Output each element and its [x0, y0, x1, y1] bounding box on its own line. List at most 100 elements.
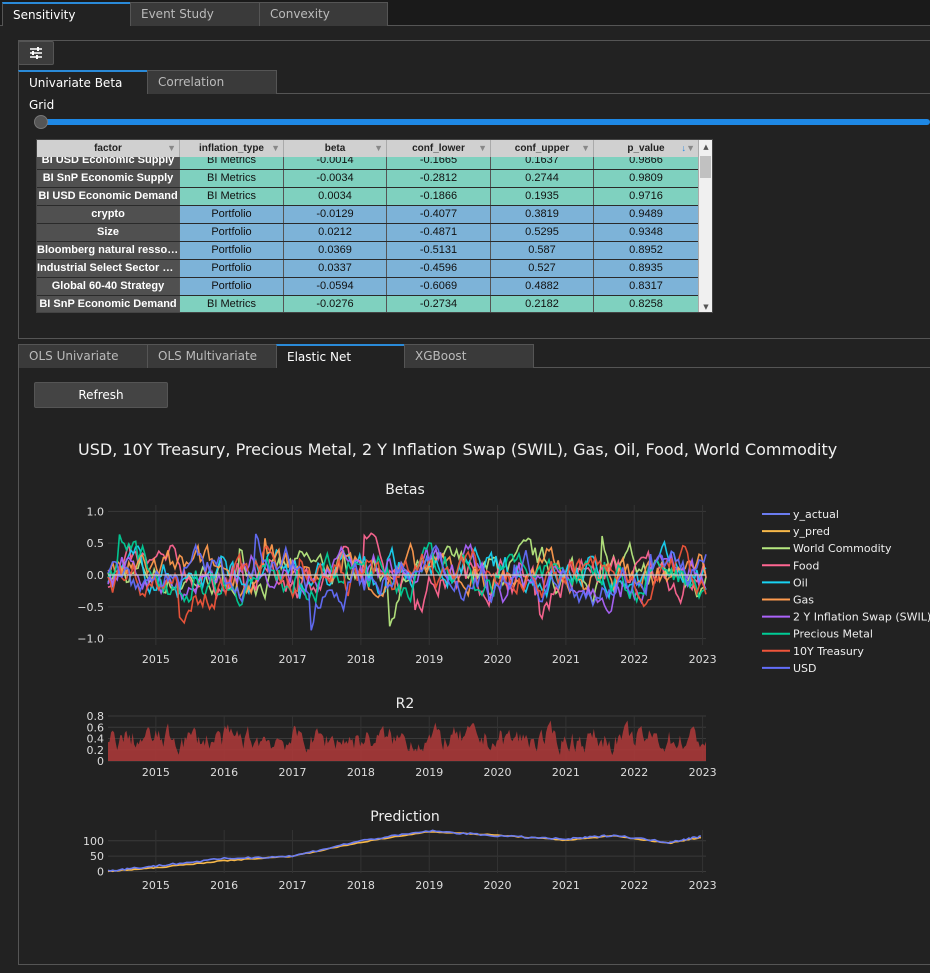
table-row[interactable]: Global 60-40 Strategy Portfolio -0.0594 -0.…: [37, 278, 699, 296]
table-cell-conf-lower: -0.5131: [387, 242, 491, 259]
table-cell-conf-upper: 0.587: [491, 242, 594, 259]
table-cell-conf-upper: 0.3819: [491, 206, 594, 223]
table-cell-inflation-type: Portfolio: [180, 224, 284, 241]
table-cell-conf-upper: 0.527: [491, 260, 594, 277]
filter-icon[interactable]: ▼: [167, 143, 176, 153]
table-cell-beta: -0.0129: [284, 206, 387, 223]
scroll-down-icon[interactable]: ▼: [703, 303, 709, 311]
table-row[interactable]: crypto Portfolio -0.0129 -0.4077 0.3819 0.948…: [37, 206, 699, 224]
table-cell-conf-lower: -0.2734: [387, 296, 491, 312]
column-header-beta[interactable]: beta ▼: [284, 140, 387, 157]
filter-icon[interactable]: ▼: [686, 143, 695, 153]
table-cell-conf-upper: 0.2182: [491, 296, 594, 312]
table-cell-factor: BI SnP Economic Demand: [37, 296, 180, 312]
table-cell-inflation-type: Portfolio: [180, 242, 284, 259]
tab-ols-multivariate[interactable]: OLS Multivariate: [147, 344, 277, 368]
refresh-label: Refresh: [78, 388, 124, 402]
filter-icon[interactable]: ▼: [581, 143, 590, 153]
sliders-icon: [30, 47, 42, 59]
table-cell-beta: -0.0594: [284, 278, 387, 295]
table-cell-beta: -0.0034: [284, 170, 387, 187]
header-label: beta: [324, 143, 346, 154]
column-header-inflation-type[interactable]: inflation_type ▼: [180, 140, 284, 157]
table-cell-p-value: 0.8935: [594, 260, 699, 277]
tab-elastic-net[interactable]: Elastic Net: [276, 344, 405, 368]
table-cell-p-value: 0.9809: [594, 170, 699, 187]
table-cell-factor: BI USD Economic Demand: [37, 188, 180, 205]
table-cell-conf-lower: -0.6069: [387, 278, 491, 295]
tab-univariate-beta-grid[interactable]: Univariate Beta Grid: [18, 70, 148, 112]
grid-body: BI USD Economic Supply BI Metrics -0.0014-…: [37, 152, 699, 312]
table-row[interactable]: BI SnP Economic Demand BI Metrics -0.0276-…: [37, 296, 699, 312]
table-cell-factor: Industrial Select Sector SP...: [37, 260, 180, 277]
table-cell-inflation-type: BI Metrics: [180, 170, 284, 187]
column-header-conf-upper[interactable]: conf_upper ▼: [491, 140, 594, 157]
tab-label: Event Study: [141, 7, 214, 21]
table-cell-inflation-type: Portfolio: [180, 206, 284, 223]
table-row[interactable]: Bloomberg natural ressourc... Portfolio 0.…: [37, 242, 699, 260]
table-cell-p-value: 0.9716: [594, 188, 699, 205]
header-label: conf_lower: [412, 143, 465, 154]
table-row[interactable]: BI SnP Economic Supply BI Metrics -0.0034-…: [37, 170, 699, 188]
table-cell-inflation-type: BI Metrics: [180, 296, 284, 312]
tab-label: OLS Multivariate: [158, 349, 258, 363]
table-cell-p-value: 0.8952: [594, 242, 699, 259]
table-cell-conf-lower: -0.4077: [387, 206, 491, 223]
sensitivity-panel: [18, 40, 930, 339]
table-cell-conf-lower: -0.4596: [387, 260, 491, 277]
table-cell-factor: Size: [37, 224, 180, 241]
tab-label: OLS Univariate: [29, 349, 119, 363]
table-cell-p-value: 0.8258: [594, 296, 699, 312]
tab-convexity[interactable]: Convexity: [259, 2, 388, 26]
table-cell-conf-upper: 0.5295: [491, 224, 594, 241]
table-cell-conf-upper: 0.1935: [491, 188, 594, 205]
model-panel: [18, 344, 930, 965]
table-cell-inflation-type: Portfolio: [180, 260, 284, 277]
header-label: inflation_type: [198, 143, 264, 154]
filter-icon[interactable]: ▼: [478, 143, 487, 153]
tab-ols-univariate[interactable]: OLS Univariate: [18, 344, 148, 368]
table-cell-factor: Bloomberg natural ressourc...: [37, 242, 180, 259]
top-tab-bar: Sensitivity Event Study Convexity: [0, 0, 930, 26]
column-header-conf-lower[interactable]: conf_lower ▼: [387, 140, 491, 157]
tab-label: Univariate Beta Grid: [29, 76, 123, 112]
tab-label: Elastic Net: [287, 350, 352, 364]
filter-icon[interactable]: ▼: [271, 143, 280, 153]
sort-desc-icon: ↓: [681, 143, 687, 153]
tab-label: XGBoost: [415, 349, 467, 363]
settings-button[interactable]: [18, 41, 54, 65]
filter-icon[interactable]: ▼: [374, 143, 383, 153]
scroll-thumb[interactable]: [700, 156, 711, 178]
table-cell-factor: crypto: [37, 206, 180, 223]
range-slider-handle[interactable]: [34, 115, 48, 129]
table-cell-inflation-type: Portfolio: [180, 278, 284, 295]
range-slider-track[interactable]: [40, 119, 930, 125]
model-tab-bar: OLS Univariate OLS Multivariate Elastic …: [18, 344, 930, 368]
header-label: factor: [94, 143, 122, 154]
beta-grid: factor ▼ inflation_type ▼ beta ▼ conf_lower…: [36, 139, 713, 313]
tab-xgboost[interactable]: XGBoost: [404, 344, 534, 368]
table-cell-factor: Global 60-40 Strategy: [37, 278, 180, 295]
column-header-p-value[interactable]: p_value ↓▼: [594, 140, 699, 157]
tab-correlation[interactable]: Correlation: [147, 70, 277, 94]
table-cell-beta: 0.0212: [284, 224, 387, 241]
grid-scrollbar[interactable]: ▲ ▼: [698, 140, 712, 312]
table-cell-p-value: 0.9489: [594, 206, 699, 223]
table-cell-beta: -0.0276: [284, 296, 387, 312]
table-cell-conf-lower: -0.1866: [387, 188, 491, 205]
table-cell-conf-lower: -0.2812: [387, 170, 491, 187]
table-cell-conf-lower: -0.4871: [387, 224, 491, 241]
table-row[interactable]: Size Portfolio 0.0212 -0.4871 0.5295 0.9348: [37, 224, 699, 242]
table-cell-inflation-type: BI Metrics: [180, 188, 284, 205]
figure-title: USD, 10Y Treasury, Precious Metal, 2 Y I…: [78, 440, 838, 459]
tab-sensitivity[interactable]: Sensitivity: [2, 2, 131, 26]
tab-label: Convexity: [270, 7, 330, 21]
tab-event-study[interactable]: Event Study: [130, 2, 260, 26]
grid-tab-bar: Univariate Beta Grid Correlation: [18, 70, 930, 112]
table-row[interactable]: BI USD Economic Demand BI Metrics 0.0034 -0…: [37, 188, 699, 206]
column-header-factor[interactable]: factor ▼: [37, 140, 180, 157]
table-row[interactable]: Industrial Select Sector SP... Portfolio 0…: [37, 260, 699, 278]
table-cell-p-value: 0.9348: [594, 224, 699, 241]
refresh-button[interactable]: Refresh: [34, 382, 168, 408]
scroll-up-icon[interactable]: ▲: [703, 143, 709, 151]
